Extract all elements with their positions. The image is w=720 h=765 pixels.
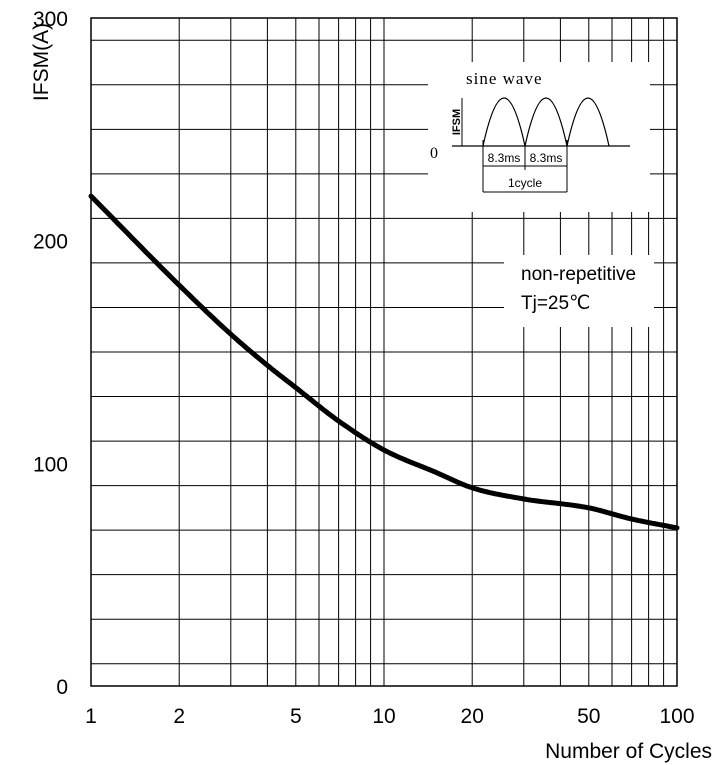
inset-period-label: 1cycle	[508, 176, 542, 190]
inset-sine-hump-2	[524, 97, 568, 147]
conditions-note: non-repetitive Tj=25℃	[504, 255, 654, 327]
y-tick-label: 0	[56, 676, 68, 699]
x-tick-label: 5	[290, 705, 302, 728]
ifsm-curve	[88, 193, 680, 531]
sine-wave-inset: sine wave 0 IFSM 8.3ms 8.3ms 1cycle	[428, 62, 650, 212]
plot-frame	[90, 17, 678, 687]
inset-half-period-label-1: 8.3ms	[488, 151, 521, 165]
x-tick-label: 1	[85, 705, 97, 728]
conditions-line-1: non-repetitive	[521, 264, 636, 285]
x-axis-label: Number of Cycles	[545, 740, 712, 763]
inset-zero-label: 0	[430, 145, 438, 162]
conditions-line-2: Tj=25℃	[521, 293, 590, 314]
y-tick-label: 300	[33, 8, 68, 31]
x-tick-label: 20	[461, 705, 484, 728]
inset-title: sine wave	[466, 69, 543, 88]
inset-background	[428, 62, 650, 212]
x-tick-label: 100	[659, 705, 694, 728]
y-tick-label: 200	[33, 231, 68, 254]
y-tick-labels: 0 100 200 300	[33, 8, 68, 699]
conditions-note-background	[504, 255, 654, 327]
y-axis-label: IFSM(A)	[30, 23, 53, 101]
inset-peak-label: IFSM	[451, 109, 463, 135]
inset-sine-hump-3	[566, 97, 610, 147]
x-tick-label: 50	[577, 705, 600, 728]
x-tick-labels: 1 2 5 10 20 50 100	[85, 705, 694, 728]
inset-sine-hump-1	[482, 97, 526, 147]
y-tick-label: 100	[33, 453, 68, 476]
x-tick-label: 2	[173, 705, 185, 728]
inset-half-period-label-2: 8.3ms	[530, 151, 563, 165]
x-tick-label: 10	[372, 705, 395, 728]
